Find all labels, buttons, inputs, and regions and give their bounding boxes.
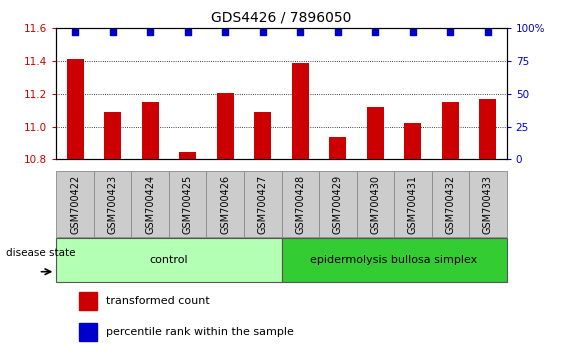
Bar — [104, 112, 121, 159]
Point — [296, 30, 305, 35]
Text: GSM700425: GSM700425 — [182, 175, 193, 234]
Bar — [442, 102, 459, 159]
Bar — [282, 171, 319, 237]
Text: GSM700427: GSM700427 — [258, 175, 268, 234]
Text: GSM700431: GSM700431 — [408, 175, 418, 234]
Bar — [79, 292, 97, 310]
Point — [408, 30, 417, 35]
Text: epidermolysis bullosa simplex: epidermolysis bullosa simplex — [310, 255, 478, 265]
Bar — [319, 171, 356, 237]
Point — [333, 30, 342, 35]
Text: disease state: disease state — [6, 248, 75, 258]
Bar — [254, 112, 271, 159]
Text: GSM700423: GSM700423 — [108, 175, 118, 234]
Bar — [329, 137, 346, 159]
Bar — [94, 171, 131, 237]
Bar — [244, 171, 282, 237]
Text: GSM700428: GSM700428 — [295, 175, 305, 234]
Text: GSM700433: GSM700433 — [483, 175, 493, 234]
Bar — [56, 171, 94, 237]
Point — [371, 30, 380, 35]
Text: control: control — [150, 255, 188, 265]
Point — [108, 30, 117, 35]
Bar — [394, 171, 432, 237]
Bar — [179, 152, 196, 159]
Text: GSM700430: GSM700430 — [370, 175, 381, 234]
Text: transformed count: transformed count — [106, 296, 209, 306]
Point — [258, 30, 267, 35]
Title: GDS4426 / 7896050: GDS4426 / 7896050 — [211, 10, 352, 24]
Point — [446, 30, 455, 35]
Point — [221, 30, 230, 35]
Bar — [56, 238, 282, 282]
Text: GSM700432: GSM700432 — [445, 175, 455, 234]
Bar — [207, 171, 244, 237]
Bar — [480, 99, 497, 159]
Bar — [367, 107, 384, 159]
Point — [146, 30, 155, 35]
Bar — [282, 238, 507, 282]
Point — [70, 30, 79, 35]
Text: GSM700429: GSM700429 — [333, 175, 343, 234]
Point — [484, 30, 493, 35]
Point — [183, 30, 192, 35]
Text: GSM700426: GSM700426 — [220, 175, 230, 234]
Bar — [292, 63, 309, 159]
Bar — [356, 171, 394, 237]
Bar — [404, 123, 421, 159]
Bar — [469, 171, 507, 237]
Bar — [142, 102, 159, 159]
Bar — [66, 59, 83, 159]
Text: percentile rank within the sample: percentile rank within the sample — [106, 327, 294, 337]
Bar — [169, 171, 207, 237]
Bar — [131, 171, 169, 237]
Text: GSM700422: GSM700422 — [70, 175, 80, 234]
Bar — [79, 323, 97, 341]
Text: GSM700424: GSM700424 — [145, 175, 155, 234]
Bar — [217, 93, 234, 159]
Bar — [432, 171, 469, 237]
